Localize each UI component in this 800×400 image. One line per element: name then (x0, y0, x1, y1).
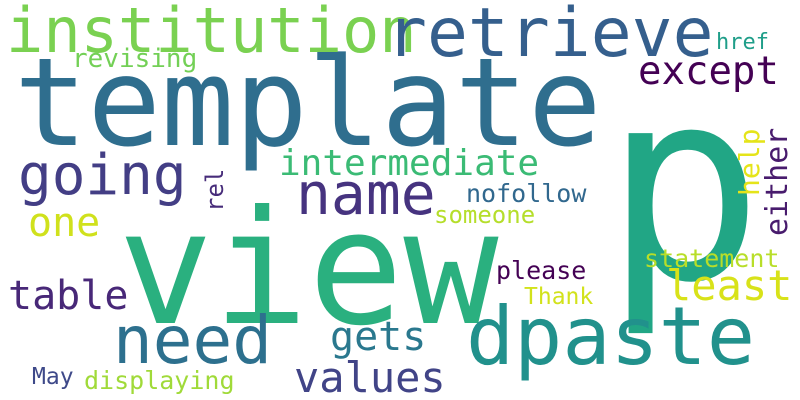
word-Thank: Thank (524, 286, 593, 309)
word-institution: institution (6, 0, 417, 62)
word-gets: gets (330, 317, 426, 357)
word-need: need (113, 308, 272, 374)
word-May: May (32, 366, 74, 389)
word-someone: someone (434, 203, 535, 227)
word-rel: rel (203, 169, 227, 212)
word-table: table (8, 276, 128, 316)
word-href: href (716, 32, 769, 54)
word-either: either (763, 128, 793, 236)
word-displaying: displaying (84, 368, 235, 393)
word-one: one (28, 203, 100, 243)
word-intermediate: intermediate (279, 146, 539, 182)
word-please: please (496, 258, 586, 283)
word-revising: revising (72, 46, 197, 72)
word-statement: statement (644, 246, 779, 271)
word-values: values (294, 357, 446, 399)
word-going: going (18, 148, 187, 204)
word-except: except (638, 52, 779, 91)
